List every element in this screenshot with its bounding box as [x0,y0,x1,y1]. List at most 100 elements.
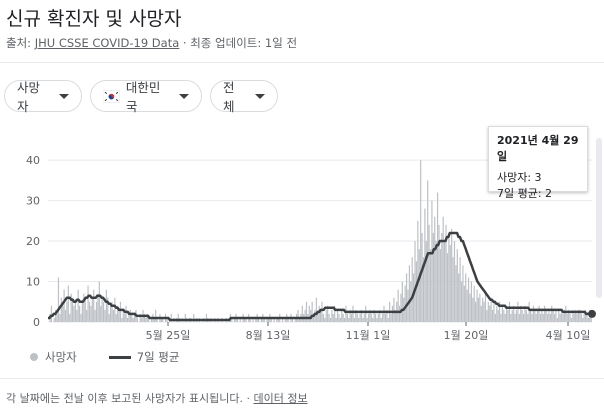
bar [463,285,465,322]
bar [480,305,482,322]
bar [577,309,580,322]
bar [56,313,58,322]
bar [508,301,511,322]
bar [91,297,93,322]
chevron-down-icon [255,93,265,99]
bar [380,317,382,322]
bar [489,305,491,322]
bar [341,309,343,322]
bar [348,317,350,322]
x-tick-label: 5월 25일 [146,328,191,342]
bar [119,301,122,322]
bar [363,313,365,322]
bar [494,313,496,322]
country-dropdown[interactable]: 대한민국 [90,80,202,114]
bar [460,281,463,322]
country-label: 대한민국 [125,80,161,114]
bar [444,241,446,322]
deaths-chart[interactable]: 0 10 20 30 40 5월 25일 8월 13일 11월 1일 1월 20일 4월 10일 [0,130,604,345]
bar [391,305,394,322]
bar [84,297,86,322]
highlight-point [588,309,596,318]
bar [420,160,422,322]
bar [483,301,485,322]
bar [243,317,246,322]
bar [335,317,337,322]
bar [372,317,374,322]
bar [83,293,85,322]
bar [252,317,254,322]
bar [432,232,434,322]
scrollbar[interactable] [596,138,602,298]
bar [587,317,589,322]
bar [529,309,532,322]
bar [496,305,498,322]
bar [421,232,423,322]
data-info-link[interactable]: 데이터 정보 [253,392,308,405]
bar [69,313,71,322]
bar [308,305,310,322]
bar [329,317,332,322]
range-dropdown[interactable]: 전체 [210,80,278,114]
bar [304,309,306,322]
bar [234,317,236,322]
bar [453,241,456,322]
bar [455,265,457,322]
bar [111,301,113,322]
bar [446,253,449,322]
bar [552,309,554,322]
y-tick-label: 0 [33,316,40,329]
bar [60,297,62,322]
bar [349,309,351,322]
bar [576,313,578,322]
bar [93,289,95,322]
bar [287,317,289,322]
bar [370,313,372,322]
bar [431,200,433,322]
bar [97,293,99,322]
bar [136,317,138,322]
x-tick-label: 4월 10일 [546,328,591,342]
metric-dropdown[interactable]: 사망자 [4,80,82,114]
bar [458,273,460,322]
bar [438,224,440,322]
bar [114,297,116,322]
bar [560,309,563,322]
bar [365,305,367,322]
bar [104,309,106,322]
bar [150,317,153,322]
bar [160,317,162,322]
bar [345,305,347,322]
bar [121,317,123,322]
bar [398,305,401,322]
bar [556,317,558,322]
bar [428,224,430,322]
bar [50,305,53,322]
bar [493,301,495,322]
bar [66,301,68,322]
bar [535,313,537,322]
source-link[interactable]: JHU CSSE COVID-19 Data [34,36,180,50]
y-tick-label: 10 [26,276,40,289]
bar [429,249,432,322]
bar [342,313,344,322]
bar [328,313,330,322]
bar [249,317,251,322]
bar [352,305,354,322]
bar [503,309,505,322]
bar [57,277,60,322]
bar [393,297,395,322]
bar [112,309,115,322]
bar [87,285,89,322]
bar [470,281,472,322]
bar [367,313,370,322]
bar [276,317,278,322]
x-tick-label: 11월 1일 [346,328,391,342]
bar [355,309,357,322]
bar [500,313,502,322]
bar [486,309,488,322]
bar [298,317,301,322]
bar [346,313,348,322]
bar [383,305,385,322]
bar [312,313,315,322]
